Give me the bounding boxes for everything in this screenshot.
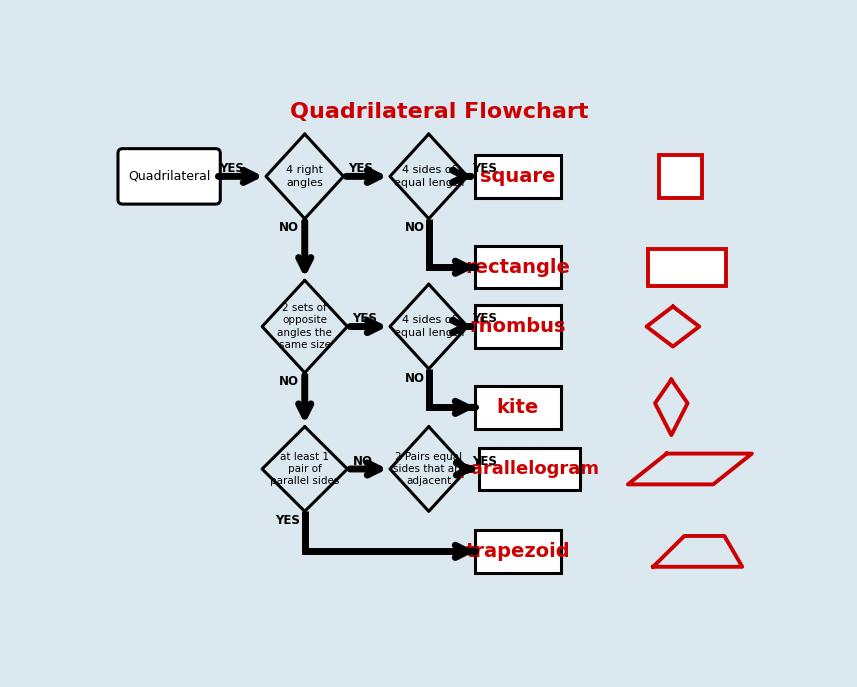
Text: YES: YES [352, 313, 377, 326]
Text: NO: NO [353, 455, 373, 468]
Text: trapezoid: trapezoid [465, 542, 570, 561]
Text: YES: YES [219, 162, 243, 175]
Bar [659, 155, 702, 198]
Text: NO: NO [405, 221, 425, 234]
Text: NO: NO [279, 221, 299, 234]
Text: NO: NO [279, 376, 299, 388]
Text: parallelogram: parallelogram [459, 460, 600, 478]
Text: NO: NO [405, 372, 425, 385]
Text: YES: YES [472, 455, 497, 468]
Text: Quadrilateral: Quadrilateral [128, 170, 210, 183]
Text: YES: YES [348, 162, 373, 175]
Text: rhombus: rhombus [470, 317, 566, 336]
Text: 2 sets of
opposite
angles the
same size: 2 sets of opposite angles the same size [278, 303, 333, 350]
Text: Quadrilateral Flowchart: Quadrilateral Flowchart [290, 102, 589, 122]
Text: square: square [480, 167, 555, 186]
Bar [648, 249, 726, 286]
Bar [479, 448, 580, 490]
Text: 4 sides of
equal length: 4 sides of equal length [393, 165, 464, 188]
Text: 2 Pairs equal
sides that are
adjacent: 2 Pairs equal sides that are adjacent [393, 451, 464, 486]
Text: kite: kite [497, 398, 539, 417]
Text: at least 1
pair of
parallel sides: at least 1 pair of parallel sides [270, 451, 339, 486]
FancyBboxPatch shape [118, 148, 220, 204]
Bar [476, 530, 560, 572]
Text: rectangle: rectangle [465, 258, 570, 277]
Bar [476, 155, 560, 198]
Bar [476, 246, 560, 289]
Bar [476, 305, 560, 348]
Text: 4 sides of
equal length: 4 sides of equal length [393, 315, 464, 338]
Text: 4 right
angles: 4 right angles [286, 165, 323, 188]
Text: YES: YES [472, 162, 497, 175]
Bar [476, 386, 560, 429]
Text: YES: YES [275, 514, 300, 527]
Text: YES: YES [472, 313, 497, 326]
